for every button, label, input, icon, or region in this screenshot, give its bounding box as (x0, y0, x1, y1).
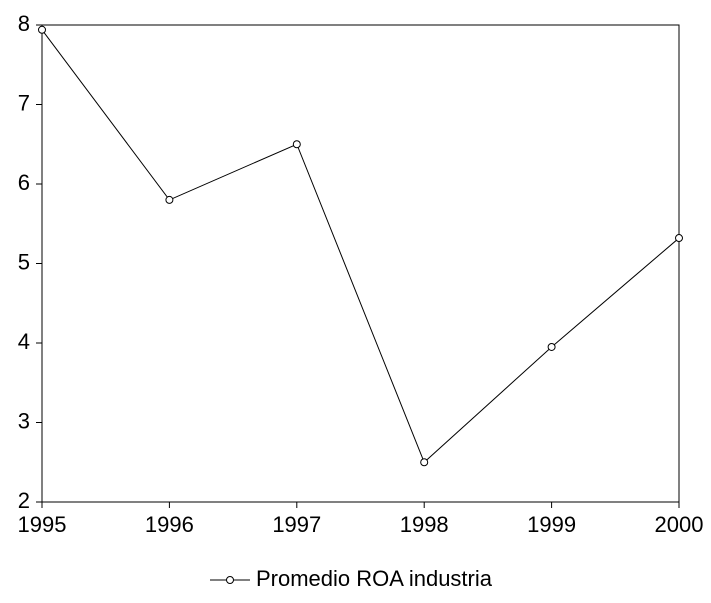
data-point (675, 234, 683, 243)
y-tick-label: 4 (18, 329, 30, 354)
data-point (292, 140, 301, 149)
data-point (420, 458, 429, 467)
data-point (165, 195, 174, 204)
plot-frame (41, 24, 680, 503)
x-tick-label: 1997 (272, 512, 321, 537)
data-point (38, 25, 46, 34)
x-tick-label: 1998 (400, 512, 449, 537)
x-tick-label: 1995 (18, 512, 67, 537)
y-tick-label: 7 (18, 90, 30, 115)
y-tick-label: 8 (18, 11, 30, 36)
legend-marker (226, 576, 234, 584)
legend-label: Promedio ROA industria (256, 566, 493, 591)
data-point (547, 342, 556, 351)
y-tick-label: 6 (18, 170, 30, 195)
series-line (41, 29, 680, 464)
x-tick-label: 1996 (145, 512, 194, 537)
y-tick-label: 5 (18, 249, 30, 274)
x-tick-label: 1999 (527, 512, 576, 537)
x-tick-label: 2000 (655, 512, 704, 537)
y-tick-label: 2 (18, 488, 30, 513)
y-tick-label: 3 (18, 408, 30, 433)
